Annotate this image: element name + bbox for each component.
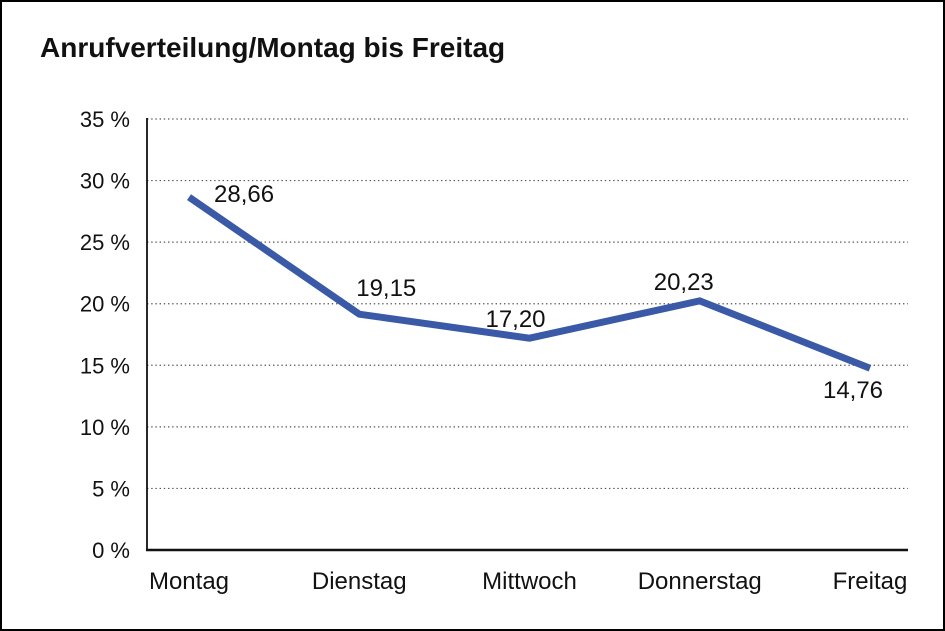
y-tick-label: 35 % — [80, 107, 130, 132]
data-label: 28,66 — [214, 181, 274, 208]
series-line — [187, 194, 872, 372]
y-tick-label: 15 % — [80, 353, 130, 378]
y-tick-label: 30 % — [80, 169, 130, 194]
data-label: 20,23 — [654, 269, 714, 296]
x-category-label: Freitag — [833, 568, 908, 595]
y-tick-label: 5 % — [92, 476, 130, 501]
y-tick-label: 25 % — [80, 230, 130, 255]
y-tick-label: 10 % — [80, 415, 130, 440]
chart-title: Anrufverteilung/Montag bis Freitag — [40, 32, 506, 63]
data-label: 19,15 — [356, 275, 416, 302]
data-label: 17,20 — [485, 306, 545, 333]
x-category-label: Montag — [149, 568, 229, 595]
data-label: 14,76 — [823, 377, 883, 404]
y-tick-label: 0 % — [92, 538, 130, 563]
x-category-label: Donnerstag — [638, 568, 762, 595]
x-category-label: Mittwoch — [482, 568, 577, 595]
y-tick-label: 20 % — [80, 292, 130, 317]
x-category-label: Dienstag — [312, 568, 407, 595]
